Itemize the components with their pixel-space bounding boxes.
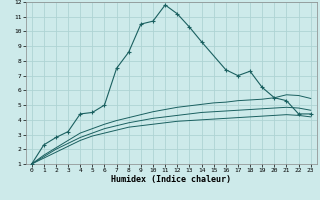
X-axis label: Humidex (Indice chaleur): Humidex (Indice chaleur) xyxy=(111,175,231,184)
